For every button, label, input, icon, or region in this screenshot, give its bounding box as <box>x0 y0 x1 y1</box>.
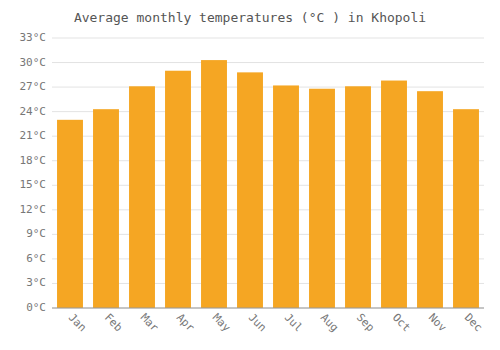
bar <box>345 86 371 308</box>
bar <box>57 120 83 308</box>
y-tick-label: 27°C <box>20 80 47 93</box>
bar <box>273 85 299 308</box>
y-tick-label: 30°C <box>20 56 47 69</box>
x-tick-label: Mar <box>138 311 162 335</box>
y-tick-label: 18°C <box>20 154 47 167</box>
y-tick-label: 12°C <box>20 203 47 216</box>
bar <box>165 71 191 308</box>
y-tick-label: 6°C <box>26 252 46 265</box>
grid-line <box>52 87 484 88</box>
y-tick-label: 24°C <box>20 105 47 118</box>
y-axis: 0°C 3°C 6°C 9°C 12°C 15°C 18°C 21°C 24°C 27°C 30°C… <box>20 31 485 314</box>
y-tick-label: 15°C <box>20 178 47 191</box>
bar <box>93 109 119 308</box>
chart-container: 0°C 3°C 6°C 9°C 12°C 15°C 18°C 21°C 24°C 27°C 30°C… <box>0 0 500 350</box>
y-tick-label: 21°C <box>20 129 47 142</box>
bar <box>237 72 263 308</box>
bar <box>309 89 335 308</box>
y-tick-label: 3°C <box>26 276 46 289</box>
grid-line <box>52 308 484 309</box>
bar <box>201 60 227 308</box>
chart: 0°C 3°C 6°C 9°C 12°C 15°C 18°C 21°C 24°C 27°C 30°C… <box>0 0 500 350</box>
x-tick-label: Jan <box>66 311 89 334</box>
x-tick-label: Aug <box>318 311 341 334</box>
grid-line <box>52 38 484 39</box>
x-tick-label: Dec <box>462 311 485 334</box>
x-tick-label: Jun <box>246 311 269 334</box>
x-tick-label: Feb <box>102 311 125 334</box>
bar <box>129 86 155 308</box>
x-axis: Jan Feb Mar Apr May Jun Jul Aug Sep Oct Nov Dec <box>66 311 485 335</box>
x-tick-label: May <box>210 311 234 335</box>
x-tick-label: Sep <box>354 311 377 334</box>
x-tick-label: Jul <box>282 311 305 334</box>
x-axis-line <box>52 308 484 309</box>
x-tick-label: Oct <box>390 311 413 334</box>
title: Average monthly temperatures (°C ) in Kh… <box>74 10 426 25</box>
x-tick-label: Nov <box>426 311 450 335</box>
bars <box>57 60 479 308</box>
y-tick-label: 33°C <box>20 31 47 44</box>
bar <box>381 81 407 308</box>
x-tick-label: Apr <box>174 311 198 335</box>
grid-line <box>52 62 484 63</box>
bar <box>417 91 443 308</box>
bar <box>453 109 479 308</box>
y-tick-label: 9°C <box>26 227 46 240</box>
y-tick-label: 0°C <box>26 301 46 314</box>
